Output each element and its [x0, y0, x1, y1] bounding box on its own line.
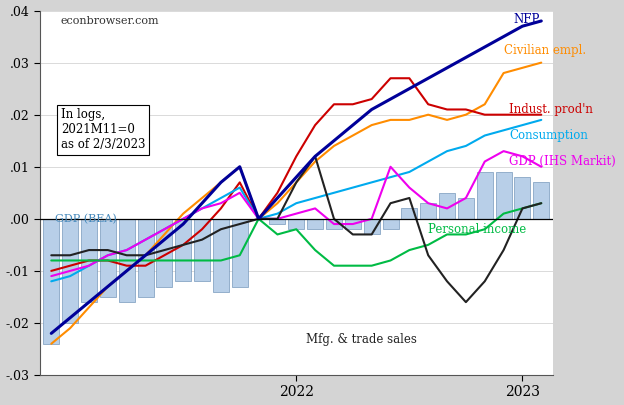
Text: Indust. prod'n: Indust. prod'n: [509, 103, 593, 116]
Bar: [514, 177, 530, 219]
Bar: [288, 219, 305, 229]
Bar: [270, 219, 285, 224]
Text: Consumption: Consumption: [509, 129, 588, 142]
Bar: [477, 172, 493, 219]
Bar: [213, 219, 229, 292]
Bar: [383, 219, 399, 229]
Text: GDP (BEA): GDP (BEA): [55, 214, 117, 224]
Text: NFP: NFP: [513, 13, 539, 26]
Bar: [43, 219, 59, 344]
Bar: [194, 219, 210, 281]
Bar: [62, 219, 78, 323]
Bar: [534, 182, 549, 219]
Text: Personal income: Personal income: [428, 223, 527, 236]
Bar: [364, 219, 379, 234]
Text: Civilian empl.: Civilian empl.: [504, 45, 586, 58]
Bar: [326, 219, 342, 229]
Text: In logs,
2021M11=0
as of 2/3/2023: In logs, 2021M11=0 as of 2/3/2023: [61, 108, 145, 151]
Bar: [401, 209, 417, 219]
Bar: [232, 219, 248, 286]
Bar: [495, 172, 512, 219]
Bar: [345, 219, 361, 229]
Bar: [157, 219, 172, 286]
Bar: [137, 219, 154, 297]
Text: Mfg. & trade sales: Mfg. & trade sales: [306, 333, 417, 346]
Text: econbrowser.com: econbrowser.com: [61, 16, 159, 26]
Text: GDP (IHS Markit): GDP (IHS Markit): [509, 155, 616, 168]
Bar: [100, 219, 116, 297]
Bar: [175, 219, 191, 281]
Bar: [81, 219, 97, 302]
Bar: [439, 193, 455, 219]
Bar: [119, 219, 135, 302]
Bar: [420, 203, 436, 219]
Bar: [307, 219, 323, 229]
Bar: [458, 198, 474, 219]
